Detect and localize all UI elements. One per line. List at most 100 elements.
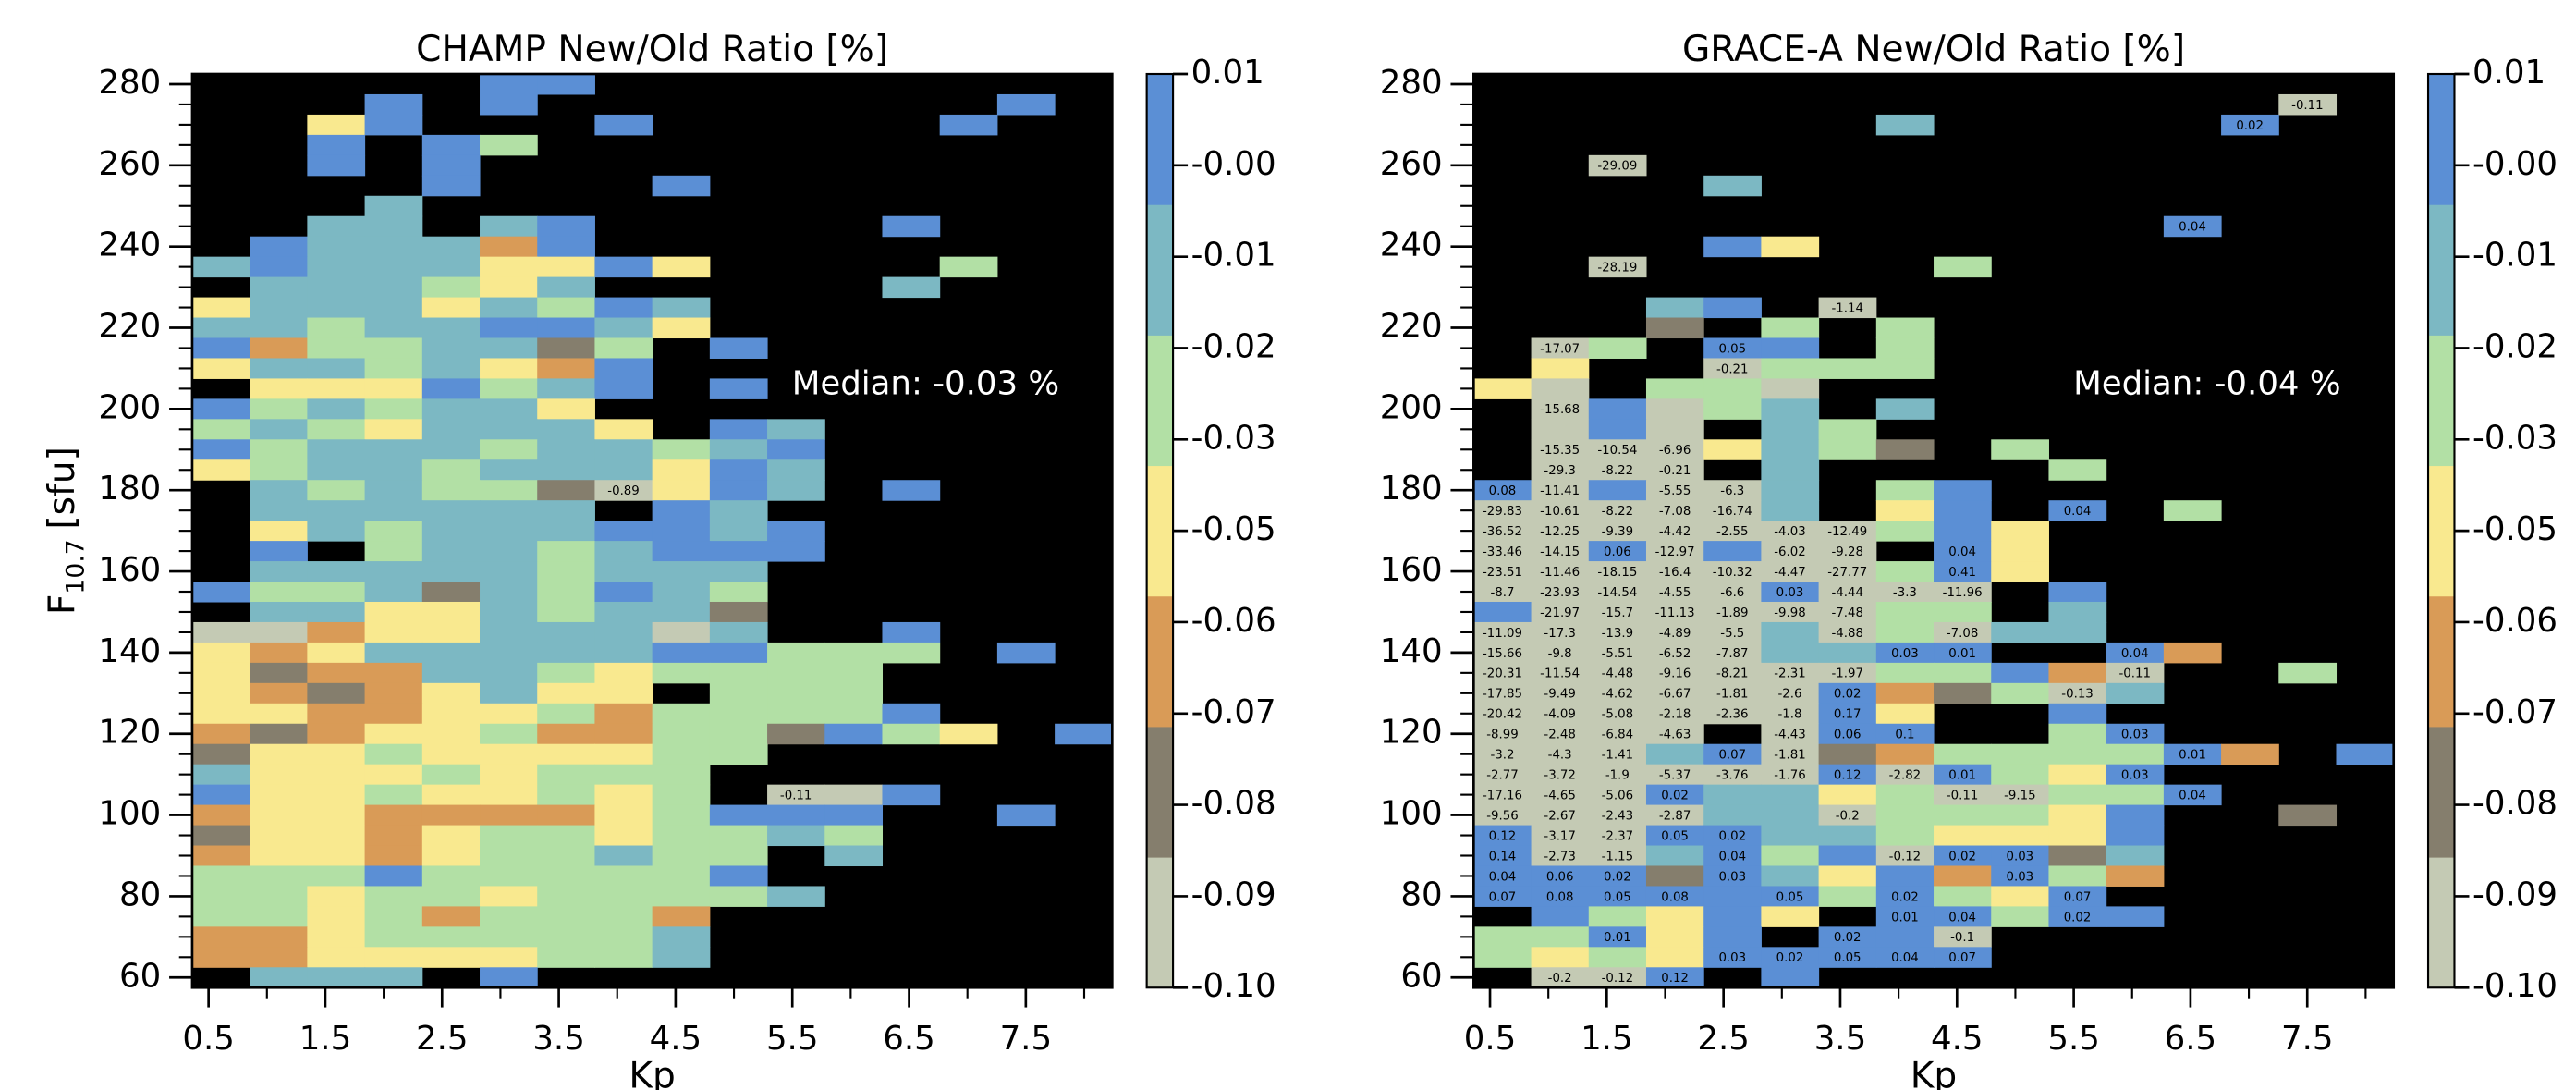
heatmap-cell [421, 723, 481, 745]
heatmap-cell [652, 947, 711, 968]
y-tick-label: 260 [98, 145, 161, 183]
cell-label: -4.03 [1774, 525, 1806, 539]
heatmap-cell [2106, 723, 2165, 745]
cell-label: -33.46 [1483, 545, 1522, 559]
cell-label: 0.04 [1948, 545, 1976, 559]
heatmap-cell [364, 926, 423, 948]
heatmap-cell [1991, 906, 2049, 927]
cell-label: -11.13 [1655, 606, 1695, 620]
cell-label: -4.89 [1659, 627, 1691, 641]
heatmap-cell [364, 459, 423, 481]
heatmap-cell [1531, 947, 1590, 968]
heatmap-cell [652, 439, 711, 460]
heatmap-cell [1761, 784, 1820, 806]
heatmap-cell [250, 439, 308, 460]
heatmap-cell [250, 378, 308, 399]
heatmap-cell [1934, 582, 1992, 603]
heatmap-cell [1645, 480, 1704, 501]
heatmap-cell [2106, 804, 2165, 827]
heatmap-cell [1645, 459, 1704, 481]
colorbar-tick-label: -0.01 [1191, 237, 1276, 275]
heatmap-cell [1991, 621, 2049, 643]
heatmap-cell [824, 642, 884, 664]
heatmap-cell [421, 480, 481, 501]
heatmap-cell [307, 865, 366, 887]
cell-label: -6.52 [1659, 647, 1691, 661]
heatmap-cell [1818, 439, 1877, 460]
heatmap-cell [1473, 865, 1532, 887]
heatmap-cell [1531, 723, 1590, 745]
cell-label: -8.22 [1602, 505, 1633, 519]
heatmap-cell [1875, 764, 1935, 786]
heatmap-cell [2278, 662, 2338, 684]
heatmap-cell [421, 804, 481, 827]
cell-label: 0.03 [2006, 850, 2033, 863]
heatmap-cell [1645, 723, 1704, 745]
heatmap-cell [709, 886, 768, 907]
heatmap-cell [594, 642, 653, 664]
cell-label: -23.51 [1483, 566, 1522, 580]
heatmap-cell [1761, 886, 1820, 907]
cell-label: -14.15 [1540, 545, 1580, 559]
cell-label: -4.43 [1774, 729, 1806, 742]
cell-label: 0.04 [2179, 790, 2206, 803]
heatmap-cell [1934, 886, 1992, 907]
heatmap-cell [421, 845, 481, 867]
heatmap-cell [421, 439, 481, 460]
heatmap-cell [1818, 804, 1877, 827]
heatmap-cell [307, 317, 366, 339]
heatmap-cell [2106, 845, 2165, 867]
cell-label: -7.87 [1716, 647, 1749, 661]
heatmap-cell [1875, 358, 1935, 379]
cell-label: 0.17 [1834, 708, 1862, 722]
heatmap-cell [1645, 439, 1704, 460]
heatmap-cell [364, 521, 423, 542]
heatmap-cell [421, 459, 481, 481]
heatmap-cell [709, 662, 768, 684]
heatmap-cell [767, 662, 825, 684]
heatmap-cell [1761, 825, 1820, 847]
heatmap-cell [1588, 439, 1647, 460]
cell-label: -10.32 [1713, 566, 1752, 580]
heatmap-cell [1818, 723, 1877, 745]
heatmap-cell [1531, 703, 1590, 725]
heatmap-cell [652, 480, 711, 501]
heatmap-cell [1934, 743, 1992, 765]
heatmap-cell [1761, 764, 1820, 786]
heatmap-cell [480, 561, 538, 582]
heatmap-cell [1818, 662, 1877, 684]
colorbar-tick-label: 0.01 [2472, 54, 2545, 92]
cell-label: -20.31 [1483, 667, 1522, 681]
cell-label: -9.49 [1544, 688, 1575, 702]
colorbar-tick-label: -0.07 [1191, 693, 1276, 731]
colorbar-segment [1146, 857, 1174, 988]
heatmap-cell [1531, 378, 1590, 399]
cell-label: 0.12 [1834, 769, 1862, 783]
heatmap-cell [480, 947, 538, 968]
heatmap-cell [364, 601, 423, 623]
cell-label: -5.51 [1602, 647, 1633, 661]
heatmap-cell [882, 215, 941, 238]
heatmap-cell [1991, 541, 2049, 562]
heatmap-cell [307, 947, 366, 968]
heatmap-cell [250, 621, 308, 643]
y-tick-label: 220 [98, 308, 161, 346]
heatmap-cell [767, 521, 825, 542]
heatmap-cell [2048, 621, 2107, 643]
heatmap-cell [594, 845, 653, 867]
heatmap-cell [364, 236, 423, 258]
heatmap-cell [2106, 784, 2165, 806]
heatmap-cell [421, 703, 481, 725]
heatmap-cell [652, 561, 711, 582]
colorbar-tick-label: -0.01 [2472, 237, 2558, 275]
chart-title: CHAMP New/Old Ratio [%] [416, 29, 888, 70]
colorbar-tick-label: -0.05 [2472, 510, 2558, 548]
heatmap-cell [537, 723, 595, 745]
colorbar-tick-label: -0.07 [2472, 693, 2558, 731]
heatmap-cell [537, 459, 595, 481]
heatmap-cell [480, 967, 538, 988]
cell-label: -4.47 [1774, 566, 1806, 580]
cell-label: -1.9 [1605, 769, 1630, 783]
heatmap-cell [652, 703, 711, 725]
